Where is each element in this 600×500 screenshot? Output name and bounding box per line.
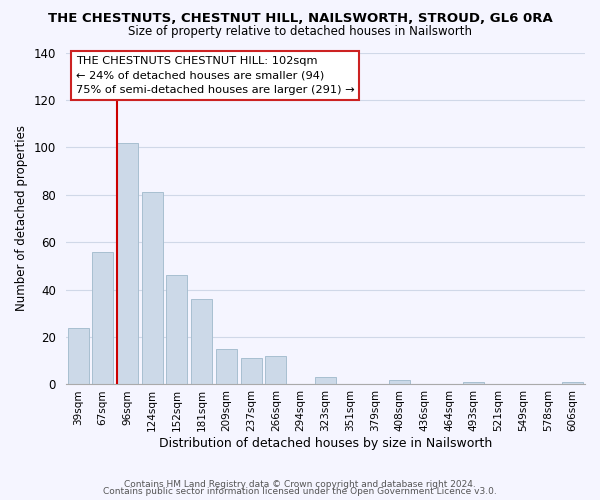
Bar	[389, 380, 410, 384]
Text: Size of property relative to detached houses in Nailsworth: Size of property relative to detached ho…	[128, 24, 472, 38]
Bar	[117, 142, 138, 384]
Bar	[142, 192, 163, 384]
Bar	[92, 252, 113, 384]
Bar	[166, 276, 187, 384]
Bar	[191, 299, 212, 384]
Bar	[315, 378, 336, 384]
Text: Contains HM Land Registry data © Crown copyright and database right 2024.: Contains HM Land Registry data © Crown c…	[124, 480, 476, 489]
Text: Contains public sector information licensed under the Open Government Licence v3: Contains public sector information licen…	[103, 487, 497, 496]
Bar	[562, 382, 583, 384]
Text: THE CHESTNUTS CHESTNUT HILL: 102sqm
← 24% of detached houses are smaller (94)
75: THE CHESTNUTS CHESTNUT HILL: 102sqm ← 24…	[76, 56, 355, 96]
Bar	[241, 358, 262, 384]
Y-axis label: Number of detached properties: Number of detached properties	[15, 126, 28, 312]
Bar	[463, 382, 484, 384]
Bar	[68, 328, 89, 384]
Bar	[216, 349, 237, 384]
Bar	[265, 356, 286, 384]
X-axis label: Distribution of detached houses by size in Nailsworth: Distribution of detached houses by size …	[159, 437, 492, 450]
Text: THE CHESTNUTS, CHESTNUT HILL, NAILSWORTH, STROUD, GL6 0RA: THE CHESTNUTS, CHESTNUT HILL, NAILSWORTH…	[47, 12, 553, 26]
